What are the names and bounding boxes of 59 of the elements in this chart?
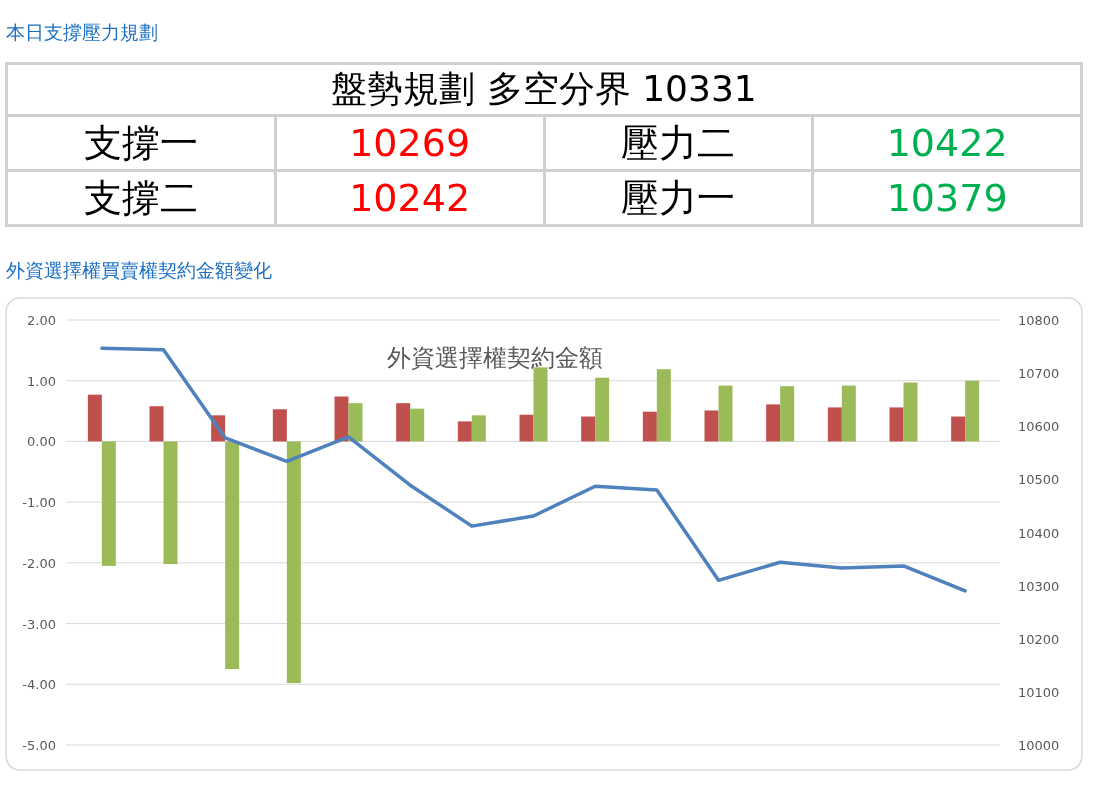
text: 支撐一	[6, 115, 276, 171]
y-tick-label: -5.00	[22, 738, 56, 753]
text: 壓力二	[544, 115, 813, 171]
text: 10269	[275, 115, 544, 171]
y-tick-label: -4.00	[22, 677, 56, 693]
text: 支撐二	[6, 170, 276, 226]
bar	[642, 411, 657, 442]
bar	[519, 414, 534, 442]
y-tick-label: -3.00	[22, 616, 56, 632]
y2-tick-label: 10800	[1018, 313, 1060, 328]
bar	[272, 409, 287, 442]
bar	[225, 441, 240, 670]
bar	[965, 380, 980, 442]
y2-tick-label: 10600	[1018, 419, 1060, 435]
bar	[533, 367, 548, 442]
bar	[704, 410, 719, 442]
bar	[656, 369, 671, 442]
y2-tick-label: 10400	[1018, 525, 1060, 541]
bar	[163, 441, 178, 565]
bar	[471, 415, 486, 442]
y2-tick-label: 10000	[1018, 738, 1060, 753]
y2-tick-label: 10200	[1018, 631, 1060, 647]
bar	[595, 377, 610, 442]
y-tick-label: -1.00	[22, 495, 56, 511]
y2-tick-label: 10500	[1018, 472, 1060, 488]
text: 10422	[812, 115, 1082, 171]
bar	[396, 403, 411, 442]
y-tick-label: -2.00	[22, 555, 56, 571]
bar	[410, 408, 425, 442]
bar	[889, 407, 904, 442]
text: 10379	[812, 170, 1082, 226]
chart-title: 外資選擇權買賣權契約金額變化	[6, 258, 272, 283]
bar	[780, 386, 795, 442]
bar	[951, 416, 966, 442]
text: 外資選擇權契約金額	[387, 344, 603, 372]
bar	[348, 403, 363, 442]
bar	[841, 385, 856, 442]
bar	[286, 441, 301, 684]
line-series	[100, 346, 967, 593]
bar	[149, 406, 164, 442]
bar	[581, 416, 596, 442]
y-tick-label: 1.00	[27, 373, 56, 389]
y-tick-label: 2.00	[27, 313, 56, 328]
bar	[718, 385, 733, 442]
text: 本日支撐壓力規劃	[6, 20, 158, 45]
bar	[766, 404, 781, 442]
y2-tick-label: 10300	[1018, 578, 1060, 594]
bar	[827, 407, 842, 442]
y2-tick-label: 10100	[1018, 684, 1060, 700]
bar	[334, 396, 349, 442]
bar	[903, 382, 918, 442]
text: 壓力一	[544, 170, 813, 226]
bar	[457, 421, 472, 442]
y2-tick-label: 10700	[1018, 366, 1060, 382]
bar	[87, 394, 102, 442]
text: 10242	[275, 170, 544, 226]
y-tick-label: 0.00	[27, 434, 56, 450]
bar	[101, 441, 116, 566]
text: 盤勢規劃 多空分界 10331	[6, 63, 1082, 116]
